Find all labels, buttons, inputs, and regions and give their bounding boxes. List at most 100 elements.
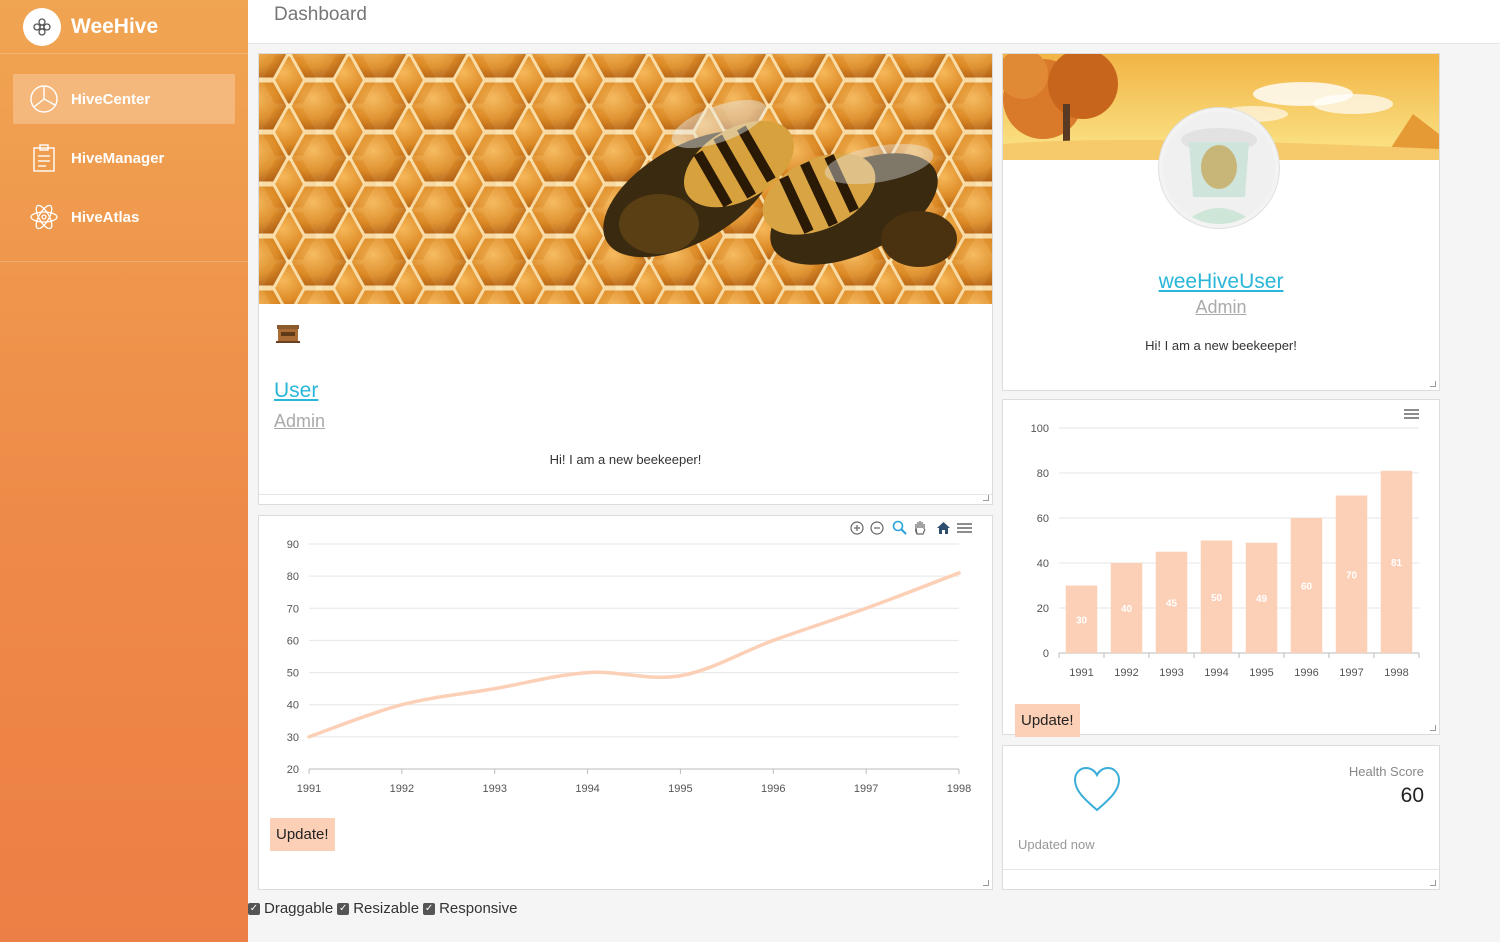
- resize-handle[interactable]: [1430, 381, 1436, 387]
- y-tick-label: 80: [1037, 468, 1049, 480]
- bar: [1110, 563, 1143, 653]
- x-tick-label: 1998: [1384, 667, 1408, 679]
- magnifier-icon[interactable]: [892, 520, 907, 540]
- sidebar-item-hivecenter[interactable]: HiveCenter: [13, 74, 235, 124]
- x-tick-label: 1993: [1159, 667, 1183, 679]
- zoom-in-icon[interactable]: [850, 520, 864, 540]
- resize-handle[interactable]: [983, 495, 989, 501]
- checkmark-icon: ✓: [337, 902, 350, 915]
- line-series: [307, 571, 961, 739]
- header-bar: Dashboard: [248, 0, 1500, 44]
- menu-icon[interactable]: [1404, 407, 1419, 425]
- x-tick-label: 1998: [947, 783, 971, 795]
- sidebar-item-label: HiveManager: [71, 149, 165, 167]
- sidebar-item-label: HiveAtlas: [71, 208, 140, 226]
- y-tick-label: 80: [287, 571, 299, 583]
- bar: [1065, 585, 1098, 653]
- line-chart-update-button[interactable]: Update!: [270, 818, 335, 851]
- brand: WeeHive: [0, 0, 248, 54]
- resize-handle[interactable]: [1430, 725, 1436, 731]
- x-tick-label: 1991: [1069, 667, 1093, 679]
- checkmark-icon: ✓: [423, 902, 436, 915]
- user-name-link[interactable]: User: [274, 379, 319, 402]
- pie-chart-icon: [29, 84, 59, 114]
- x-tick-label: 1996: [1294, 667, 1318, 679]
- home-icon[interactable]: [936, 521, 951, 540]
- profile-bio: Hi! I am a new beekeeper!: [1145, 338, 1297, 353]
- line-chart: 20 30 40 50 60 70 80 90 1991 1992 1993 1994 1995 1996…: [287, 539, 971, 795]
- bar-data-label: 30: [1076, 615, 1088, 626]
- responsive-checkbox[interactable]: ✓ Responsive: [423, 900, 517, 917]
- bar-data-label: 70: [1346, 570, 1358, 581]
- profile-name-link[interactable]: weeHiveUser: [1158, 270, 1284, 293]
- sidebar-nav: HiveCenter HiveManager: [0, 54, 248, 262]
- user-role-link[interactable]: Admin: [274, 411, 326, 431]
- resize-handle[interactable]: [1430, 880, 1436, 886]
- x-tick-label: 1994: [575, 783, 599, 795]
- x-tick-label: 1991: [297, 783, 321, 795]
- bar-data-label: 60: [1301, 582, 1313, 593]
- draggable-checkbox[interactable]: ✓ Draggable: [248, 900, 333, 917]
- honeycomb-bees-image: [259, 54, 992, 304]
- checkmark-icon: ✓: [248, 902, 260, 915]
- sidebar: WeeHive HiveCenter: [0, 0, 248, 942]
- hand-pan-icon[interactable]: [913, 520, 928, 540]
- bar-chart-card[interactable]: 0 20 40 60 80 100 30 1991 40 1992 45 1993 50 1994 49 19…: [1002, 399, 1440, 737]
- resizable-label: Resizable: [353, 900, 420, 917]
- x-tick-label: 1992: [390, 783, 414, 795]
- x-tick-label: 1995: [1249, 667, 1273, 679]
- bar: [1290, 518, 1323, 653]
- avatar: [1159, 108, 1279, 228]
- line-chart-card[interactable]: 20 30 40 50 60 70 80 90 1991 1992 1993 1994 1995 1996…: [258, 515, 993, 890]
- x-tick-label: 1993: [482, 783, 506, 795]
- y-tick-label: 100: [1031, 423, 1049, 435]
- grid-options: ✓ Draggable ✓ Resizable ✓ Responsive: [248, 900, 521, 917]
- responsive-label: Responsive: [439, 900, 518, 917]
- y-tick-label: 70: [287, 603, 299, 615]
- bar-data-label: 81: [1391, 558, 1403, 569]
- y-tick-label: 0: [1043, 648, 1049, 660]
- user-bio: Hi! I am a new beekeeper!: [549, 452, 702, 467]
- y-tick-label: 50: [287, 668, 299, 680]
- y-tick-label: 60: [1037, 513, 1049, 525]
- atom-icon: [29, 202, 59, 232]
- health-score-label: Health Score: [1348, 764, 1424, 779]
- heart-icon: [1073, 766, 1121, 817]
- y-tick-label: 20: [1037, 603, 1049, 615]
- sidebar-item-label: HiveCenter: [71, 90, 151, 108]
- health-score-value: 60: [1400, 784, 1424, 807]
- y-tick-label: 90: [287, 539, 299, 551]
- x-tick-label: 1997: [854, 783, 878, 795]
- y-tick-label: 40: [287, 700, 299, 712]
- bar: [1155, 551, 1188, 653]
- draggable-label: Draggable: [264, 900, 334, 917]
- sidebar-item-hiveatlas[interactable]: HiveAtlas: [13, 192, 235, 242]
- y-tick-label: 40: [1037, 558, 1049, 570]
- beehive-icon: [275, 322, 301, 349]
- y-tick-label: 30: [287, 732, 299, 744]
- bar-chart-update-button[interactable]: Update!: [1015, 704, 1080, 737]
- bar-data-label: 49: [1256, 594, 1268, 605]
- resize-handle[interactable]: [983, 880, 989, 886]
- zoom-out-icon[interactable]: [870, 520, 884, 540]
- profile-card[interactable]: weeHiveUser Admin Hi! I am a new beekeep…: [1002, 53, 1440, 391]
- resizable-checkbox[interactable]: ✓ Resizable: [337, 900, 419, 917]
- user-card[interactable]: User Admin Hi! I am a new beekeeper!: [258, 53, 993, 505]
- bar-chart: 0 20 40 60 80 100 30 1991 40 1992 45 1993 50 1994 49 19…: [1031, 423, 1420, 679]
- x-tick-label: 1996: [761, 783, 785, 795]
- x-tick-label: 1997: [1339, 667, 1363, 679]
- profile-role-link[interactable]: Admin: [1195, 297, 1247, 317]
- menu-icon[interactable]: [957, 521, 972, 539]
- x-tick-label: 1995: [668, 783, 692, 795]
- page-title: Dashboard: [274, 4, 367, 25]
- app-name: WeeHive: [71, 14, 159, 38]
- health-score-card[interactable]: Health Score 60 Updated now: [1002, 745, 1440, 890]
- bar: [1200, 540, 1233, 653]
- card-divider: [1003, 869, 1439, 870]
- bar-data-label: 45: [1166, 598, 1178, 609]
- flower-logo-icon: [23, 7, 61, 46]
- bar: [1380, 470, 1413, 653]
- y-tick-label: 60: [287, 635, 299, 647]
- clipboard-icon: [29, 143, 59, 173]
- sidebar-item-hivemanager[interactable]: HiveManager: [13, 133, 235, 183]
